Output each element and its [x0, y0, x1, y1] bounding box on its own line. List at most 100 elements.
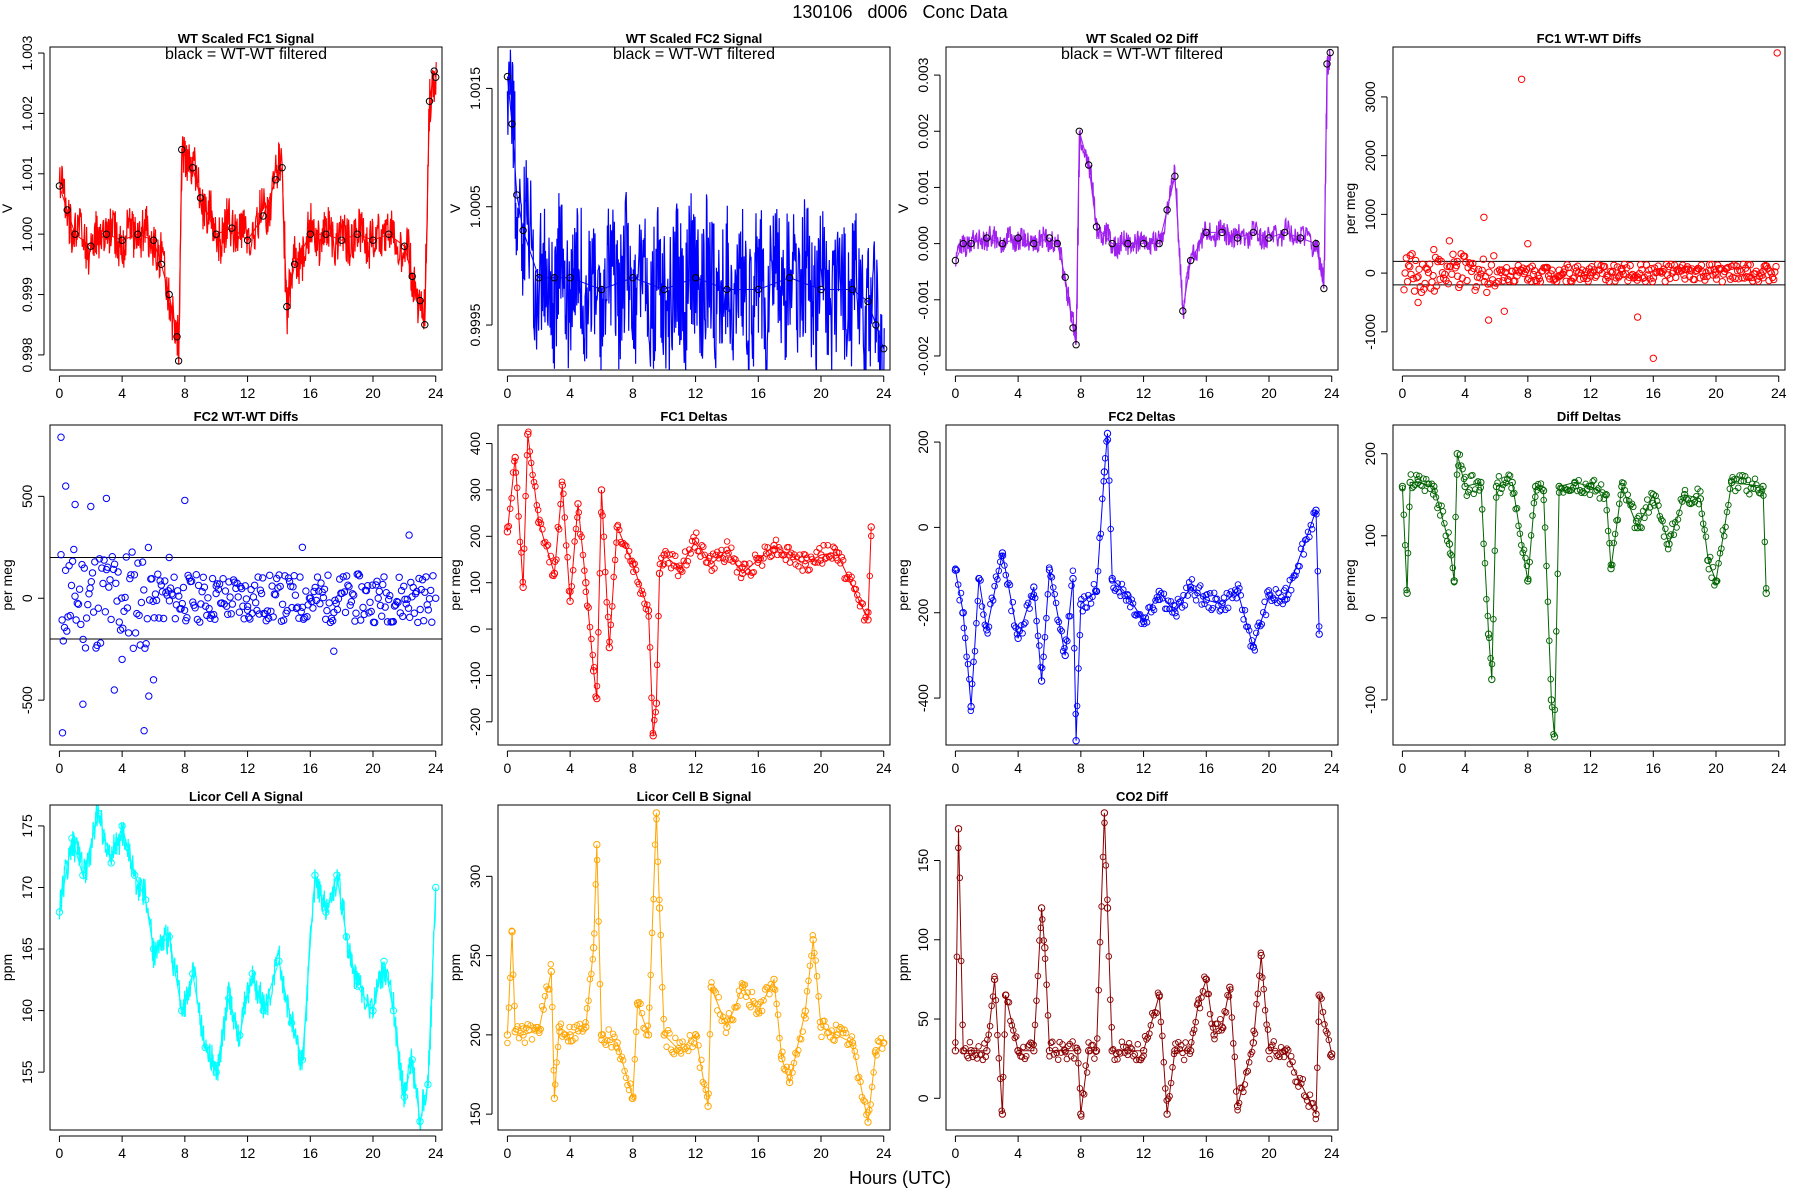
data-point [211, 615, 219, 623]
data-point [859, 600, 867, 607]
data-point [130, 571, 139, 579]
data-point [1761, 538, 1769, 546]
data-point [1244, 1067, 1252, 1075]
data-point [660, 1015, 667, 1023]
data-point [1323, 60, 1331, 68]
data-point [983, 1047, 991, 1055]
data-point [259, 212, 267, 220]
data-point [1655, 502, 1662, 509]
signal-band [58, 805, 437, 1130]
x-tick-label: 24 [1771, 760, 1787, 776]
data-point [770, 985, 777, 993]
data-point [971, 647, 979, 655]
data-point [815, 993, 822, 1000]
data-point [1083, 604, 1091, 611]
data-point [1196, 1004, 1204, 1012]
data-point [1003, 581, 1011, 588]
data-point [872, 321, 880, 329]
data-point [776, 1034, 783, 1042]
x-tick-label: 4 [118, 385, 126, 401]
data-point [55, 908, 64, 916]
data-point [730, 555, 738, 562]
data-point [1532, 493, 1539, 501]
data-point [1452, 261, 1461, 270]
data-point [629, 1094, 637, 1103]
data-point [243, 236, 252, 244]
data-point [988, 1002, 995, 1010]
data-point [1762, 589, 1770, 597]
data-point [309, 604, 317, 612]
data-point [505, 1004, 513, 1011]
data-point [1201, 600, 1208, 608]
data-point [1508, 478, 1516, 487]
data-point [672, 1034, 679, 1042]
data-point [210, 610, 218, 619]
data-point [1720, 532, 1728, 540]
data-point [990, 975, 999, 984]
data-point [1441, 520, 1448, 527]
data-point [1240, 616, 1247, 623]
data-point [1762, 585, 1770, 592]
data-point [1041, 955, 1049, 962]
data-point [1667, 260, 1675, 269]
data-point [248, 609, 256, 617]
data-point [1099, 853, 1107, 861]
data-point [723, 285, 731, 294]
data-point [115, 618, 124, 626]
data-point [602, 1041, 610, 1049]
data-point [416, 296, 424, 305]
data-point [149, 597, 157, 605]
data-point [966, 675, 973, 683]
data-point [588, 970, 595, 978]
data-point [1043, 614, 1050, 622]
data-point [1576, 275, 1584, 283]
data-point [968, 680, 976, 688]
data-point [555, 1023, 563, 1031]
data-point [978, 603, 986, 610]
x-tick-label: 16 [302, 760, 318, 776]
data-point [57, 433, 65, 441]
data-point [954, 825, 963, 833]
data-point [1465, 259, 1474, 267]
y-axis-label: V [0, 203, 15, 213]
x-tick-label: 24 [428, 1145, 444, 1161]
x-tick-label: 24 [1324, 1145, 1340, 1161]
data-point [778, 1055, 786, 1063]
data-point [955, 844, 962, 852]
data-point [395, 573, 403, 581]
x-tick-label: 8 [1077, 1145, 1085, 1161]
data-point [1681, 486, 1689, 494]
data-point [841, 1026, 848, 1034]
data-point [1061, 651, 1069, 660]
data-point [585, 604, 592, 611]
data-point [821, 1017, 828, 1024]
data-point [240, 615, 248, 623]
data-point [653, 661, 661, 669]
data-point [71, 230, 79, 238]
data-point [1014, 634, 1022, 642]
data-point [1698, 510, 1706, 517]
data-point [1453, 471, 1461, 478]
data-point [1245, 627, 1253, 634]
data-point [1723, 264, 1731, 272]
data-point [1292, 572, 1299, 579]
data-point [1160, 1059, 1168, 1066]
data-point [1678, 498, 1686, 505]
data-point [1075, 665, 1082, 672]
data-point [1676, 509, 1683, 517]
x-axis: 0 4 8 12 16 20 24 [504, 375, 892, 401]
data-point [1319, 1008, 1327, 1016]
data-point [785, 1078, 794, 1087]
data-point [1159, 595, 1166, 602]
data-point [425, 97, 434, 106]
data-point [68, 557, 77, 565]
data-point [415, 574, 423, 583]
data-point [177, 605, 185, 613]
data-point [817, 551, 825, 559]
data-point [359, 603, 367, 612]
data-point [1061, 273, 1069, 281]
data-point [591, 930, 598, 937]
data-point [994, 1031, 1001, 1039]
data-point [1486, 280, 1495, 288]
